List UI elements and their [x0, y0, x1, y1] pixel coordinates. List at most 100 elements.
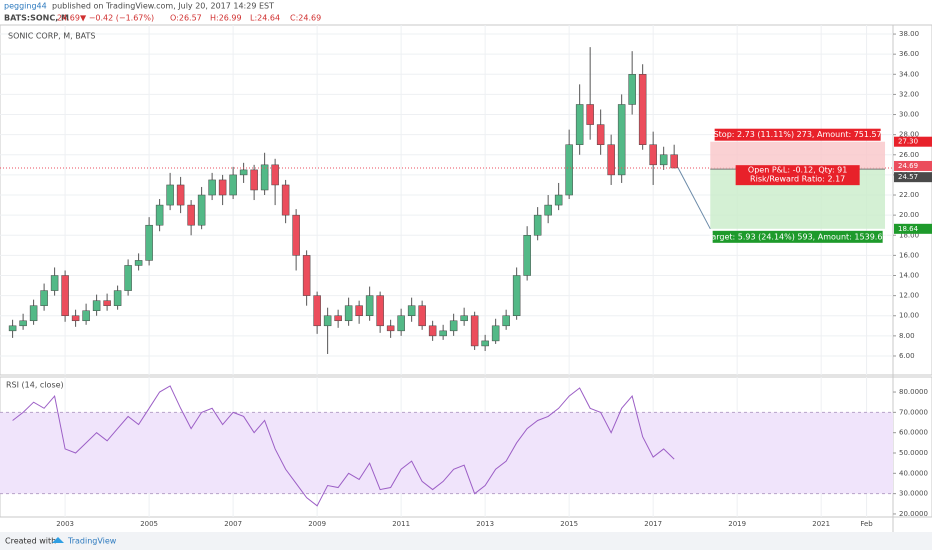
candle-body: [239, 169, 248, 176]
candle-body: [628, 74, 636, 105]
stop-zone: [710, 141, 886, 170]
y-tick-label: 70.0000: [899, 408, 928, 416]
candle-body: [29, 305, 38, 322]
candle-body: [50, 275, 59, 291]
x-tick-label: 2005: [140, 520, 158, 528]
candle-body: [113, 290, 122, 306]
candle-body: [470, 315, 479, 347]
candle-body: [71, 315, 80, 322]
ratio-text: Risk/Reward Ratio: 2.17: [750, 175, 845, 184]
candle-body: [124, 265, 132, 291]
y-tick-label: 14.00: [899, 272, 919, 280]
candle-body: [460, 315, 468, 322]
y-tick-label: 32.00: [899, 90, 919, 98]
candle-body: [575, 104, 584, 145]
change: ▼ −0.42 (−1.67%): [80, 14, 154, 23]
x-tick-label: 2003: [56, 520, 74, 528]
candle-body: [355, 305, 363, 316]
candle-body: [166, 184, 174, 206]
quote-item: L:24.64: [250, 14, 280, 23]
candle-body: [376, 295, 384, 327]
candle-body: [82, 310, 90, 322]
logo[interactable]: [52, 537, 64, 543]
candle-body: [187, 204, 195, 226]
y-tick-label: 16.00: [899, 251, 919, 259]
x-tick-label: 2015: [560, 520, 578, 528]
pnl-text: Open P&L: -0.12, Qty: 91: [748, 166, 847, 175]
x-tick-label: 2013: [476, 520, 494, 528]
candle-body: [250, 169, 258, 191]
candle-body: [638, 74, 647, 145]
candle-body: [19, 320, 27, 327]
candle-body: [617, 104, 626, 176]
x-tick-label: Feb: [860, 520, 873, 528]
y-tick-label: 40.0000: [899, 469, 928, 477]
candle-body: [407, 305, 416, 316]
candle-body: [281, 184, 290, 216]
candle-body: [292, 214, 300, 256]
candle-body: [176, 184, 185, 206]
stop-tag: 27.30: [898, 138, 918, 146]
quote-item: H:26.99: [210, 14, 242, 23]
target-tag: 18.64: [898, 225, 919, 233]
price-pane: [0, 24, 932, 376]
candle-body: [92, 300, 101, 311]
candle-body: [523, 235, 531, 276]
y-tick-label: 18.00: [899, 231, 919, 239]
target-text-box: [712, 230, 883, 243]
x-tick-label: 2009: [308, 520, 326, 528]
candle-body: [397, 315, 405, 332]
candle-body: [481, 340, 489, 347]
y-tick-label: 50.0000: [899, 449, 928, 457]
target-tag-bg: [894, 223, 932, 234]
last-tag-bg: [894, 160, 932, 171]
candle-body: [418, 305, 426, 327]
candle-body: [8, 325, 17, 332]
rsi-line: [12, 385, 675, 507]
y-tick-label: 30.00: [899, 111, 919, 119]
candle-body: [313, 295, 321, 327]
y-tick-label: 38.00: [899, 30, 919, 38]
x-tick-label: 2011: [392, 520, 410, 528]
footer-brand[interactable]: TradingView: [67, 537, 117, 546]
candle-body: [596, 124, 605, 145]
y-tick-label: 30.0000: [899, 490, 928, 498]
candle-body: [586, 104, 594, 125]
candle-body: [61, 275, 69, 316]
y-tick-label: 28.00: [899, 131, 919, 139]
entry-tag-bg: [894, 172, 932, 183]
x-tick-label: 2021: [812, 520, 830, 528]
symbol: BATS:SONC, M: [4, 14, 69, 23]
pane-title: SONIC CORP, M, BATS: [8, 32, 96, 41]
candle-body: [197, 194, 206, 226]
entry-tag: 24.57: [898, 173, 918, 181]
quote-item: O:26.57: [170, 14, 202, 23]
candle-body: [439, 330, 447, 337]
candle-body: [103, 300, 111, 306]
last: 24.69: [57, 14, 80, 23]
candle-body: [386, 325, 395, 332]
rsi-band: [0, 412, 893, 494]
candle-body: [208, 179, 216, 196]
candle-body: [428, 325, 437, 337]
candle-body: [218, 179, 227, 196]
quote-item: C:24.69: [290, 14, 321, 23]
last-tag: 24.69: [898, 162, 918, 170]
x-tick-label: 2019: [728, 520, 746, 528]
candle-body: [607, 144, 615, 176]
stop-text-box: [714, 128, 881, 141]
candle-body: [512, 275, 521, 316]
y-tick-label: 20.00: [899, 211, 919, 219]
candle-body: [649, 144, 657, 166]
target-text: Target: 5.93 (24.14%) 593, Amount: 1539.…: [707, 232, 888, 241]
candle-body: [491, 325, 500, 342]
candle-body: [229, 174, 237, 196]
candle-body: [659, 154, 668, 166]
candle-body: [40, 290, 48, 306]
published: published on TradingView.com, July 20, 2…: [52, 2, 274, 11]
y-tick-label: 12.00: [899, 292, 919, 300]
pane-title: RSI (14, close): [6, 381, 64, 390]
candle-body: [271, 164, 279, 186]
y-tick-label: 10.00: [899, 312, 919, 320]
candle-body: [145, 224, 153, 261]
